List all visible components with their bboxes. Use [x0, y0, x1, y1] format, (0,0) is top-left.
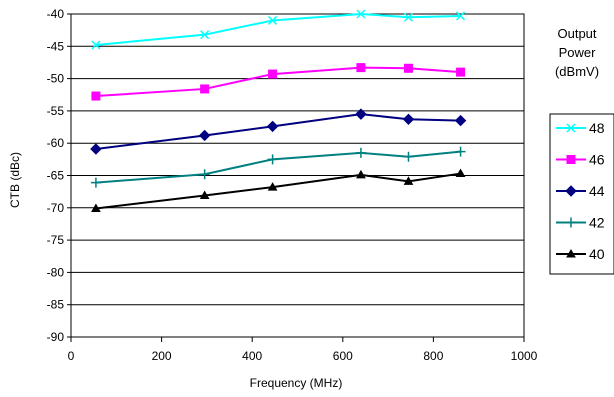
data-point-42 — [355, 147, 366, 158]
y-tick-label: -45 — [47, 39, 65, 53]
x-tick-label: 1000 — [511, 349, 538, 363]
y-tick-label: -80 — [47, 265, 65, 279]
y-tick-label: -55 — [47, 104, 65, 118]
data-point-42 — [403, 151, 414, 162]
data-point-46 — [456, 67, 466, 77]
legend-title-line-1: Output — [557, 26, 596, 41]
y-tick-label: -85 — [47, 298, 65, 312]
data-point-44 — [90, 143, 102, 155]
data-point-44 — [402, 113, 415, 126]
legend: 48 46 44 42 40 — [549, 113, 614, 275]
x-tick-label: 400 — [242, 349, 262, 363]
legend-title-line-3: (dBmV) — [555, 64, 599, 79]
data-point-40 — [267, 182, 278, 191]
legend-label-44: 44 — [589, 183, 605, 199]
data-point-48 — [200, 30, 210, 40]
data-point-42 — [90, 177, 101, 188]
data-point-46 — [91, 91, 101, 101]
series-line-44 — [95, 113, 461, 151]
data-point-48 — [403, 12, 414, 22]
legend-title: Output Power (dBmV) — [555, 26, 599, 79]
data-point-44 — [266, 120, 279, 133]
x-axis-title: Frequency (MHz) — [250, 376, 343, 390]
x-tick-label: 200 — [152, 349, 172, 363]
data-point-40 — [199, 190, 210, 200]
legend-label-42: 42 — [589, 215, 605, 231]
y-tick-label: -60 — [47, 136, 65, 150]
data-point-40 — [403, 176, 414, 185]
legend-label-46: 46 — [589, 152, 605, 168]
data-point-48 — [268, 15, 278, 25]
data-point-48 — [356, 9, 366, 19]
data-point-40 — [455, 168, 466, 178]
series-line-48 — [95, 12, 461, 47]
data-point-46 — [403, 63, 413, 73]
data-point-44 — [198, 129, 211, 142]
plot-area-frame — [70, 13, 525, 338]
legend-box — [549, 113, 614, 275]
data-point-44 — [355, 108, 367, 120]
y-tick-label: -40 — [47, 7, 65, 21]
series-line-40 — [95, 172, 461, 210]
x-tick-label: 600 — [333, 349, 353, 363]
legend-marker-40 — [566, 248, 576, 258]
grid-layer — [71, 13, 524, 338]
y-tick-label: -65 — [47, 169, 65, 183]
data-point-46 — [268, 69, 278, 79]
data-point-48 — [91, 40, 101, 50]
y-tick-label: -90 — [47, 330, 65, 344]
x-tick-label: 0 — [68, 349, 75, 363]
data-point-40 — [356, 169, 366, 179]
legend-label-40: 40 — [589, 246, 605, 262]
data-point-46 — [200, 84, 210, 94]
data-point-44 — [454, 114, 467, 127]
data-point-46 — [356, 63, 366, 73]
legend-marker-44 — [565, 185, 577, 197]
legend-marker-42 — [566, 217, 576, 228]
legend-title-line-2: Power — [559, 45, 597, 60]
data-point-48 — [456, 11, 466, 21]
data-point-42 — [455, 146, 466, 157]
x-tick-label: 800 — [423, 349, 443, 363]
y-tick-label: -50 — [47, 72, 65, 86]
legend-marker-46 — [566, 155, 576, 164]
series-line-42 — [95, 150, 461, 184]
legend-label-48: 48 — [589, 120, 605, 136]
series-line-46 — [95, 66, 461, 98]
y-tick-label: -70 — [47, 201, 65, 215]
legend-marker-48 — [566, 123, 576, 133]
data-point-40 — [91, 203, 101, 212]
y-tick-label: -75 — [47, 233, 65, 247]
series-layer — [90, 9, 467, 212]
data-point-42 — [199, 169, 210, 180]
data-point-42 — [267, 154, 278, 165]
y-axis-title: CTB (dBc) — [8, 152, 22, 208]
axis-layer: -40 -45 -50 -55 -60 -65 -70 -75 -80 -85 -900 200 400… — [47, 7, 538, 363]
